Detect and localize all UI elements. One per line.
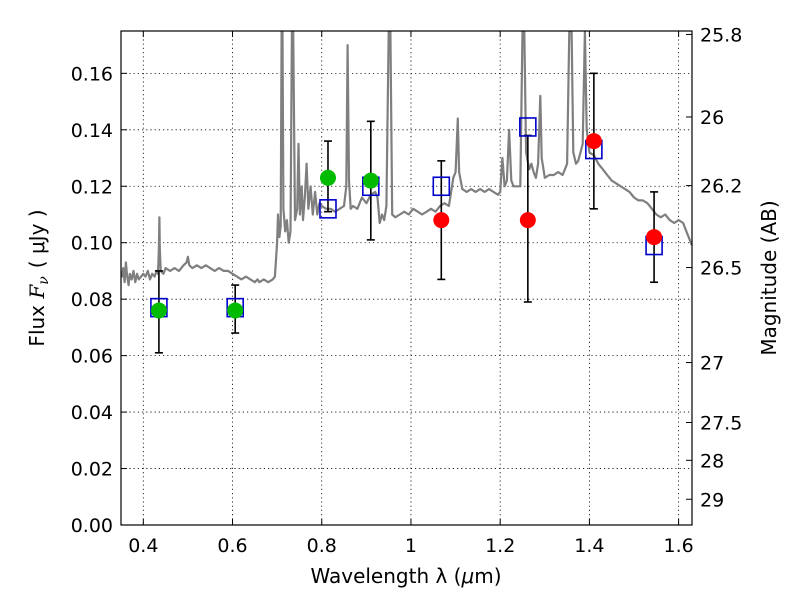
- model-photometry-box: [319, 199, 337, 219]
- x-tick-label: 1: [405, 535, 417, 557]
- y-tick-label: 0.08: [71, 289, 113, 311]
- y-tick-label: 0.16: [71, 63, 113, 85]
- observed-point-red: [646, 229, 663, 246]
- x-tick-label: 1.4: [574, 535, 604, 557]
- plot-background: [121, 31, 692, 525]
- grid-lines: [121, 31, 692, 526]
- y-tick-label: 0.04: [71, 402, 113, 424]
- y-tick-label: 0.10: [71, 233, 113, 255]
- y2-axis-label: Magnitude (AB): [757, 200, 781, 355]
- model-photometry-box: [519, 117, 537, 137]
- y-tick-label: 0.00: [71, 515, 113, 537]
- model-photometry-box: [432, 176, 451, 197]
- mag-tick-label: 28: [700, 450, 724, 472]
- x-tick-label: 0.4: [128, 535, 158, 557]
- observed-point-green: [362, 172, 379, 189]
- y-tick-label: 0.12: [71, 176, 113, 198]
- x-axis-label: Wavelength λ (μm): [310, 564, 501, 588]
- ticks: 0.4 0.6 0.8 1 1.2 1.4 1.6 0.00 0.02 0.04 0.06 0.08 0…: [71, 24, 743, 557]
- observed-point-green: [319, 169, 336, 186]
- model-spectrum-group: [121, 31, 692, 287]
- mag-tick-label: 26: [700, 107, 724, 129]
- markers: [150, 117, 663, 319]
- observed-point-red: [585, 133, 602, 150]
- y-tick-label: 0.06: [71, 346, 113, 368]
- mag-tick-label: 25.8: [700, 24, 742, 46]
- mag-tick-label: 27: [700, 353, 724, 375]
- model-spectrum-line: [121, 31, 692, 287]
- y-axis-label: Flux Fν( μJy ): [25, 209, 52, 346]
- x-tick-label: 0.8: [307, 535, 337, 557]
- y-tick-label: 0.02: [71, 459, 113, 481]
- mag-tick-label: 29: [700, 489, 724, 511]
- observed-point-green: [150, 302, 167, 319]
- x-tick-label: 1.2: [485, 535, 515, 557]
- observed-point-green: [227, 302, 244, 319]
- observed-point-red: [433, 212, 450, 229]
- mag-tick-label: 26.2: [700, 176, 742, 198]
- x-tick-label: 0.6: [217, 535, 247, 557]
- x-tick-label: 1.6: [664, 535, 694, 557]
- plot-frame: [120, 30, 693, 526]
- observed-point-red: [519, 212, 536, 229]
- y-tick-label: 0.14: [71, 120, 113, 142]
- mag-tick-label: 26.5: [700, 258, 742, 280]
- mag-tick-label: 27.5: [700, 413, 742, 435]
